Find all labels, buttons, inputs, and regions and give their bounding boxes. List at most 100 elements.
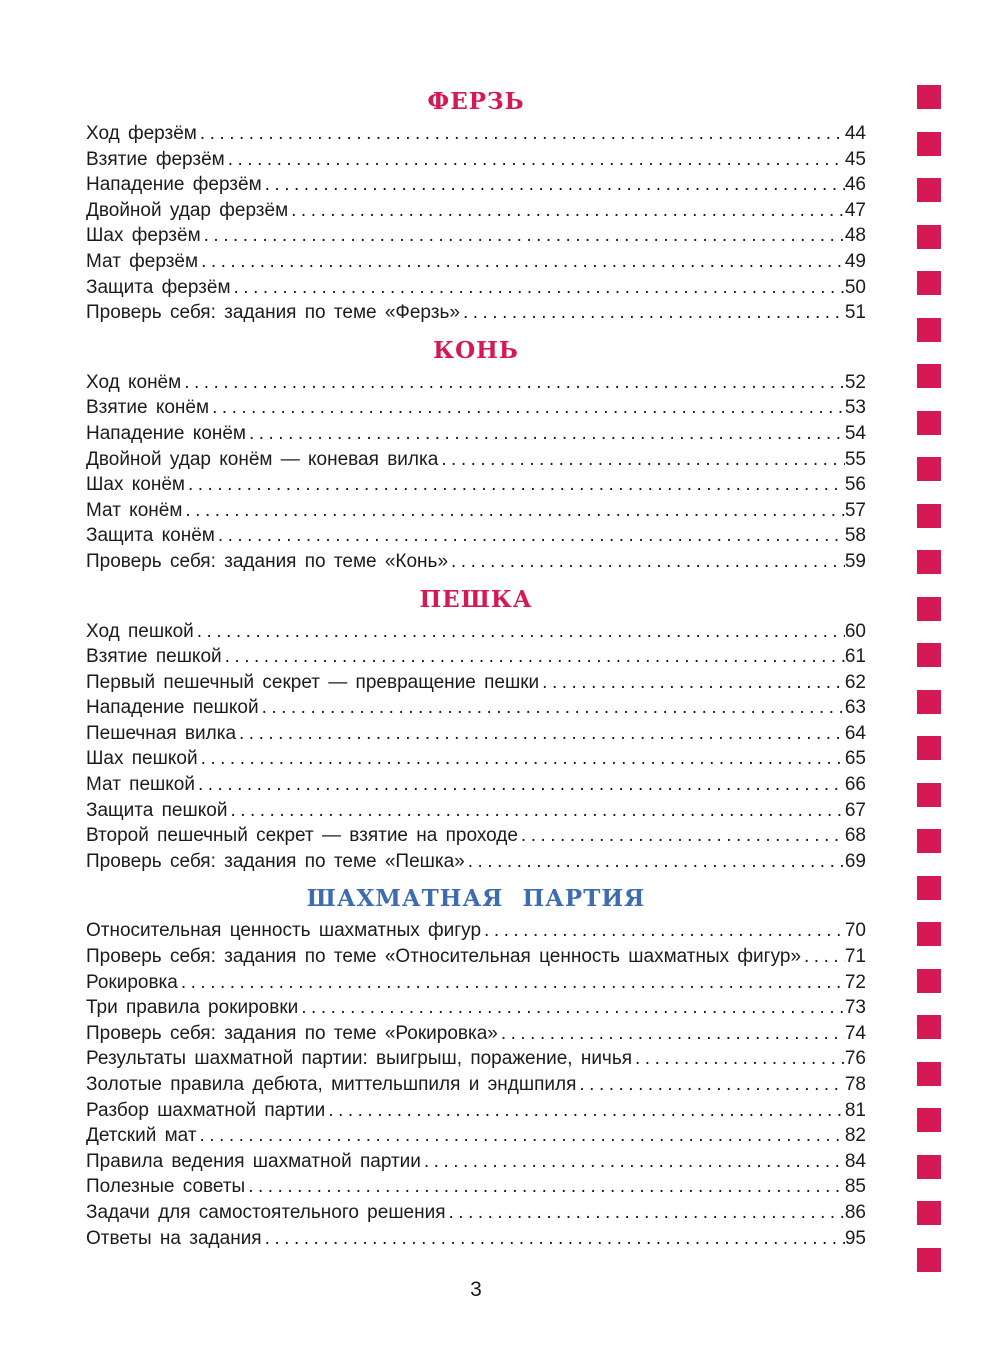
toc-entry-label: Шах ферзём xyxy=(86,225,201,247)
leader-dots xyxy=(446,1200,845,1226)
toc-entry: Шах пешкой 65 xyxy=(86,746,866,772)
toc-entry: Проверь себя: задания по теме «Пешка» 69 xyxy=(86,849,866,875)
toc-entry: Шах ферзём 48 xyxy=(86,223,866,249)
toc-entry: Двойной удар ферзём 47 xyxy=(86,198,866,224)
page-number: 3 xyxy=(470,1278,482,1301)
toc-entry-page: 54 xyxy=(844,422,866,444)
toc-entry: Шах конём 56 xyxy=(86,472,866,498)
toc-entry: Взятие ферзём 45 xyxy=(86,147,866,173)
toc-entry-page: 45 xyxy=(844,148,866,170)
leader-dots xyxy=(215,523,845,549)
margin-square xyxy=(917,503,941,528)
toc-entry-label: Защита конём xyxy=(86,525,215,547)
toc-entry: Первый пешечный секрет — превращение пеш… xyxy=(86,670,866,696)
leader-dots xyxy=(259,695,845,721)
toc-entry-page: 74 xyxy=(844,1022,866,1044)
toc-entry-page: 52 xyxy=(844,371,866,393)
toc-entry: Три правила рокировки 73 xyxy=(86,995,866,1021)
leader-dots xyxy=(539,670,845,696)
section-title: ФЕРЗЬ xyxy=(427,88,525,115)
leader-dots xyxy=(498,1021,845,1047)
section-title: ШАХМАТНАЯ ПАРТИЯ xyxy=(306,885,646,913)
toc-entry-label: Результаты шахматной партии: выигрыш, по… xyxy=(86,1048,633,1070)
toc-entry-label: Двойной удар ферзём xyxy=(86,199,289,221)
leader-dots xyxy=(198,249,845,275)
toc-entry-label: Взятие конём xyxy=(86,397,210,419)
margin-square xyxy=(917,922,941,946)
toc-entry: Задачи для самостоятельного решения 86 xyxy=(86,1200,866,1226)
toc-entry-label: Взятие пешкой xyxy=(86,646,222,668)
leader-dots xyxy=(236,721,845,747)
toc-entry-label: Ответы на задания xyxy=(86,1227,262,1249)
toc-entry: Рокировка 72 xyxy=(86,970,866,996)
toc-entry-page: 48 xyxy=(844,225,866,247)
toc-entry-page: 55 xyxy=(844,448,866,470)
toc-entry-page: 58 xyxy=(844,525,866,547)
leader-dots xyxy=(481,918,845,944)
leader-dots xyxy=(518,823,845,849)
toc-entry-label: Ход ферзём xyxy=(86,123,197,144)
margin-square xyxy=(917,224,941,249)
leader-dots xyxy=(178,970,845,996)
toc-entry-page: 70 xyxy=(844,920,866,942)
toc-entry-page: 95 xyxy=(844,1227,866,1249)
toc-entry-label: Нападение конём xyxy=(86,422,246,444)
toc-entry: Ход ферзём 44 xyxy=(86,121,866,147)
margin-square xyxy=(917,410,941,435)
leader-dots xyxy=(632,1046,845,1072)
leader-dots xyxy=(197,1123,845,1149)
toc-entry: Полезные советы 85 xyxy=(86,1174,866,1200)
toc-entry: Результаты шахматной партии: выигрыш, по… xyxy=(86,1046,866,1072)
toc-entry-page: 59 xyxy=(844,550,866,572)
leader-dots xyxy=(262,172,845,198)
leader-dots xyxy=(262,1226,845,1252)
toc-entry-page: 50 xyxy=(844,276,866,298)
margin-square xyxy=(917,1154,941,1179)
leader-dots xyxy=(222,644,845,670)
leader-dots xyxy=(227,798,844,824)
leader-dots xyxy=(246,421,845,447)
toc-entry-page: 44 xyxy=(844,123,866,144)
toc-entry-page: 64 xyxy=(844,722,866,744)
toc-entry-page: 84 xyxy=(844,1150,866,1172)
toc-entry: Пешечная вилка 64 xyxy=(86,721,866,747)
toc-entry-page: 53 xyxy=(844,397,866,419)
toc-entry-label: Нападение ферзём xyxy=(86,174,262,196)
toc-entry: Детский мат 82 xyxy=(86,1123,866,1149)
toc-entry: Нападение конём 54 xyxy=(86,421,866,447)
toc-entry-label: Относительная ценность шахматных фигур xyxy=(86,920,482,942)
toc-entry-label: Мат конём xyxy=(86,499,183,521)
margin-square xyxy=(917,364,941,388)
margin-square xyxy=(917,736,941,760)
toc-entry-label: Первый пешечный секрет — превращение пеш… xyxy=(86,671,540,693)
toc-entry-label: Ход пешкой xyxy=(86,620,194,642)
margin-square xyxy=(917,178,941,202)
toc-entry: Нападение пешкой 63 xyxy=(86,695,866,721)
toc-entry: Мат пешкой 66 xyxy=(86,772,866,798)
leader-dots xyxy=(448,549,845,575)
toc-entry-label: Ход конём xyxy=(86,371,182,393)
toc-entry: Относительная ценность шахматных фигур 70 xyxy=(86,918,866,944)
leader-dots xyxy=(288,198,845,224)
toc-entry-label: Правила ведения шахматной партии xyxy=(86,1150,421,1172)
toc-entry-label: Мат пешкой xyxy=(86,774,195,796)
margin-square xyxy=(917,1061,941,1086)
toc-entry-page: 65 xyxy=(844,748,866,770)
toc-entry-label: Рокировка xyxy=(86,971,178,993)
toc-entry-label: Мат ферзём xyxy=(86,250,199,272)
leader-dots xyxy=(231,275,845,301)
toc-entry-page: 85 xyxy=(844,1176,866,1198)
toc-entry-page: 49 xyxy=(844,250,866,272)
margin-square xyxy=(917,968,941,993)
leader-dots xyxy=(245,1174,845,1200)
toc-entry: Ход конём 52 xyxy=(86,370,866,396)
margin-square xyxy=(917,1015,941,1039)
toc-entry: Второй пешечный секрет — взятие на прохо… xyxy=(86,823,866,849)
toc-entry-page: 57 xyxy=(844,499,866,521)
toc-entry: Мат ферзём 49 xyxy=(86,249,866,275)
section-title: КОНЬ xyxy=(433,336,519,364)
margin-square xyxy=(917,829,941,853)
leader-dots xyxy=(194,619,845,645)
toc-entry-page: 61 xyxy=(844,646,866,668)
